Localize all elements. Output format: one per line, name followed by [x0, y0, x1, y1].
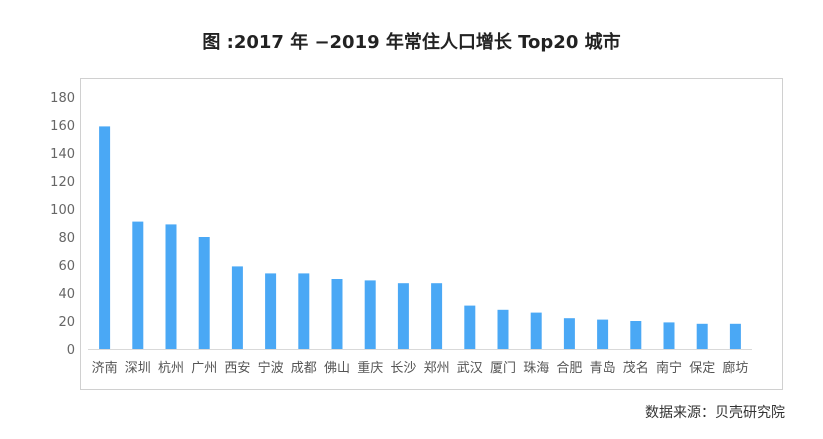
bar [198, 237, 210, 349]
y-tick-label: 60 [58, 259, 75, 274]
x-category-label: 厦门 [490, 361, 516, 376]
chart-title: 图 :2017 年 −2019 年常住人口增长 Top20 城市 [202, 32, 621, 53]
x-category-label: 重庆 [357, 360, 383, 376]
bar [663, 322, 675, 349]
bar [99, 126, 111, 350]
y-tick-label: 0 [67, 343, 75, 358]
x-category-label: 茂名 [623, 360, 649, 376]
bar [464, 305, 476, 349]
x-category-label: 广州 [191, 361, 217, 376]
x-category-label: 郑州 [424, 361, 450, 376]
bar [630, 321, 642, 349]
x-category-label: 长沙 [390, 361, 416, 376]
x-category-label: 武汉 [457, 361, 483, 376]
x-category-label: 合肥 [556, 361, 582, 376]
y-tick-label: 20 [58, 315, 75, 330]
bar [298, 273, 310, 349]
bar [132, 221, 144, 349]
y-tick-label: 180 [50, 91, 75, 106]
x-category-label: 杭州 [158, 361, 184, 376]
y-tick-label: 100 [50, 203, 75, 218]
x-category-label: 廊坊 [722, 360, 748, 376]
x-category-label: 西安 [224, 361, 250, 376]
x-category-label: 济南 [92, 360, 118, 376]
x-category-label: 保定 [689, 361, 715, 376]
bar [563, 318, 575, 349]
source-note: 数据来源：贝壳研究院 [645, 405, 785, 421]
y-tick-label: 40 [58, 287, 75, 302]
bar [696, 323, 708, 349]
bar [729, 323, 741, 349]
x-category-label: 成都 [291, 361, 317, 376]
x-category-label: 南宁 [656, 360, 682, 376]
bar [265, 273, 277, 349]
bar [331, 279, 343, 349]
x-category-label: 珠海 [523, 361, 549, 376]
x-category-label: 深圳 [125, 361, 151, 376]
bar [431, 283, 443, 349]
bar [165, 224, 177, 349]
y-tick-label: 120 [50, 175, 75, 190]
bar [530, 312, 542, 349]
y-tick-label: 80 [58, 231, 75, 246]
bar [231, 266, 243, 349]
chart-frame [80, 78, 783, 390]
bar [597, 319, 609, 349]
x-category-label: 宁波 [258, 360, 284, 376]
x-category-label: 佛山 [324, 361, 350, 376]
bar [497, 309, 509, 349]
bar [397, 283, 409, 349]
x-category-label: 青岛 [590, 360, 616, 376]
bar [364, 280, 376, 349]
y-tick-label: 160 [50, 119, 75, 134]
y-tick-label: 140 [50, 147, 75, 162]
